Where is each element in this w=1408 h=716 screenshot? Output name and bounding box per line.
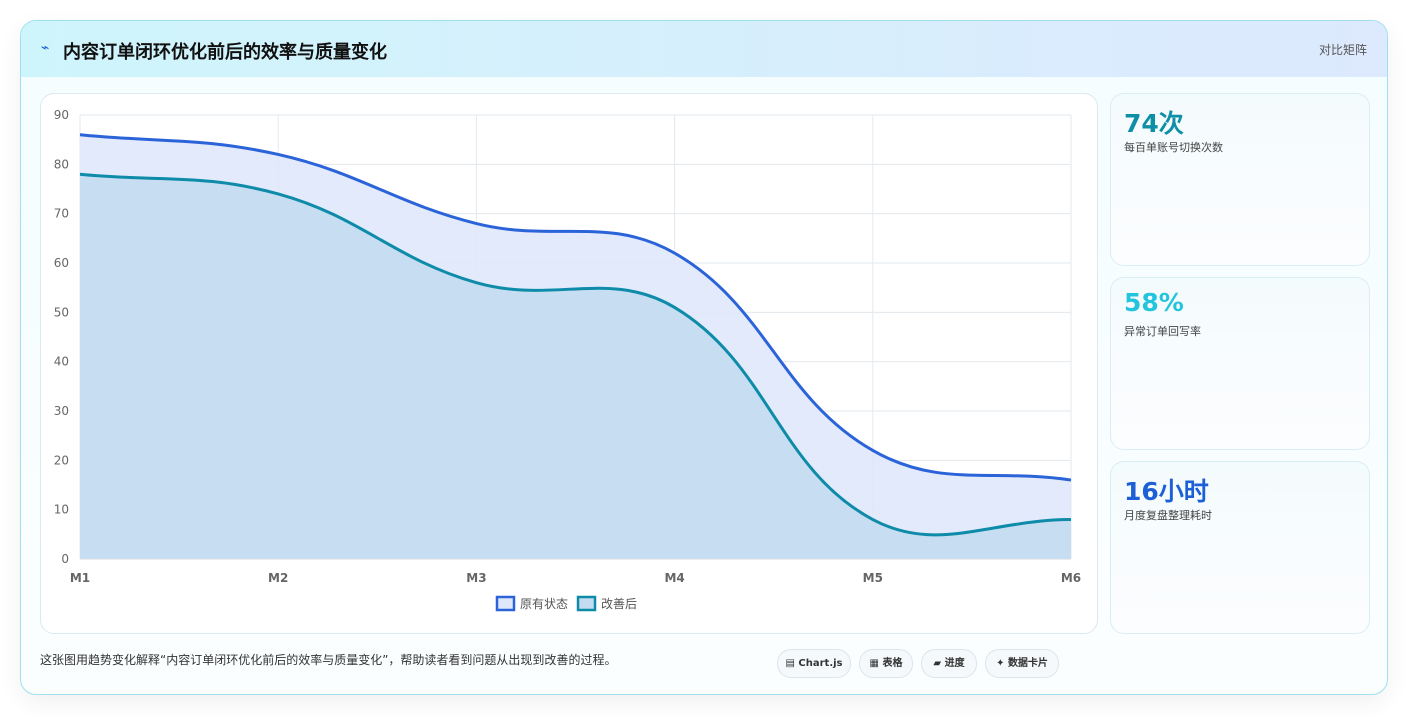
- area: [80, 174, 1071, 559]
- tag-label: Chart.js: [798, 658, 843, 669]
- tag-button[interactable]: ▰ 进度: [921, 649, 977, 678]
- x-tick-label: M2: [268, 571, 288, 585]
- stat-value: 16小时: [1124, 477, 1209, 506]
- line: [79, 172, 1072, 537]
- title: 内容订单闭环优化前后的效率与质量变化: [63, 42, 387, 63]
- y-tick-label: 30: [54, 404, 69, 418]
- y-tick-label: 50: [54, 305, 69, 319]
- x-tick-label: M3: [466, 571, 486, 585]
- legend-label: 改善后: [601, 596, 637, 611]
- icon: ▦: [869, 658, 883, 669]
- title-icon: ⌁: [41, 40, 50, 56]
- x-tick-label: M6: [1061, 571, 1081, 585]
- badge: 对比矩阵: [1318, 43, 1367, 57]
- icon: ▤: [785, 658, 799, 669]
- x-tick-label: M4: [664, 571, 684, 585]
- y-tick-label: 90: [54, 108, 69, 122]
- y-tick-label: 10: [54, 503, 69, 517]
- y-tick-label: 40: [54, 355, 69, 369]
- icon: ▰: [933, 658, 945, 669]
- tag-label: 数据卡片: [1007, 658, 1048, 669]
- y-tick-label: 20: [54, 453, 69, 467]
- y-tick-label: 60: [54, 256, 69, 270]
- y-tick-label: 70: [54, 207, 69, 221]
- line: [79, 133, 1072, 482]
- stat-label: 异常订单回写率: [1124, 325, 1201, 338]
- tag-label: 进度: [944, 658, 965, 669]
- tag-button[interactable]: ✦ 数据卡片: [985, 649, 1059, 678]
- stat-card: 16小时月度复盘整理耗时: [1110, 461, 1370, 634]
- stat-card: 58% 异常订单回写率: [1110, 277, 1370, 450]
- y-tick-label: 0: [61, 552, 69, 566]
- x-tick-label: M1: [70, 571, 90, 585]
- stat-label: 月度复盘整理耗时: [1124, 509, 1212, 522]
- legend-swatch: [495, 595, 516, 612]
- legend-swatch: [576, 595, 597, 612]
- y-tick-label: 80: [54, 157, 69, 171]
- stat-value: 74次: [1124, 109, 1184, 138]
- stat-card: 74次每百单账号切换次数: [1110, 93, 1370, 266]
- x-tick-label: M5: [863, 571, 883, 585]
- icon: ✦: [996, 658, 1008, 669]
- stat-value: 58%: [1124, 288, 1184, 317]
- stat-label: 每百单账号切换次数: [1124, 141, 1223, 154]
- description: 这张图用趋势变化解释“内容订单闭环优化前后的效率与质量变化”，帮助读者看到问题从…: [40, 653, 617, 667]
- tag-button[interactable]: ▤ Chart.js: [777, 649, 851, 678]
- tag-label: 表格: [882, 658, 903, 669]
- tag-button[interactable]: ▦ 表格: [859, 649, 913, 678]
- legend-label: 原有状态: [520, 597, 568, 611]
- header: ⌁ 内容订单闭环优化前后的效率与质量变化 对比矩阵: [21, 21, 1387, 77]
